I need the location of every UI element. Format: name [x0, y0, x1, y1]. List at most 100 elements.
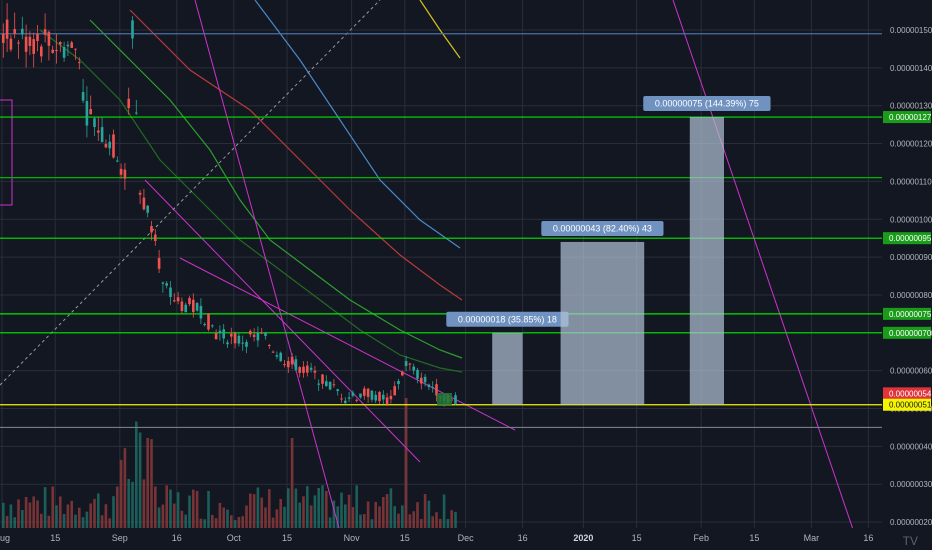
time-tick-label: Mar: [804, 533, 820, 543]
candle: [199, 305, 203, 319]
candle: [344, 400, 347, 404]
candle: [112, 134, 115, 158]
volume-bar: [66, 504, 70, 528]
time-tick-label: Nov: [344, 533, 361, 543]
brand-logo[interactable]: TV: [902, 534, 918, 548]
candle: [397, 380, 400, 385]
volume-bar: [450, 510, 453, 528]
volume-bar: [138, 432, 142, 528]
candle: [157, 257, 161, 269]
volume-bar: [62, 514, 66, 528]
price-tick-label: 0.00000090: [890, 253, 932, 262]
candle: [283, 364, 286, 366]
volume-bar: [230, 515, 233, 528]
volume-bar: [112, 496, 115, 528]
volume-bar: [36, 500, 39, 528]
price-axis: [882, 0, 932, 550]
volume-bar: [21, 510, 24, 528]
volume-bar: [359, 514, 362, 528]
volume-bar: [146, 438, 149, 528]
volume-bar: [332, 500, 336, 528]
volume-bar: [97, 493, 100, 528]
time-tick-label: 16: [172, 533, 182, 543]
price-tag-label: 0.00000095: [889, 234, 932, 243]
volume-bar: [237, 516, 241, 528]
time-tick-label: 15: [632, 533, 642, 543]
candle: [131, 20, 134, 39]
volume-bar: [378, 506, 381, 528]
candle: [325, 381, 328, 387]
volume-bar: [93, 498, 96, 528]
price-tick-label: 0.00000020: [890, 518, 932, 527]
target-callout-label: 0.00000075 (144.39%) 75: [655, 99, 759, 109]
candle: [142, 197, 146, 210]
volume-bar: [249, 493, 252, 528]
volume-bar: [268, 489, 271, 528]
candle: [287, 361, 290, 368]
candle: [313, 370, 317, 373]
candle: [385, 397, 389, 405]
volume-bar: [431, 516, 434, 528]
candle: [389, 395, 393, 400]
volume-bar: [192, 489, 195, 528]
candle: [317, 383, 320, 385]
volume-bar: [252, 494, 256, 528]
time-tick-label: 16: [863, 533, 873, 543]
candle: [5, 19, 9, 39]
volume-bar: [9, 504, 13, 528]
target-callout: [643, 96, 771, 112]
volume-bar: [454, 511, 457, 528]
volume-bar: [363, 514, 366, 528]
volume-bar: [55, 505, 58, 528]
volume-bar: [344, 504, 347, 528]
volume-bar: [127, 478, 130, 528]
time-tick-label: Sep: [112, 533, 128, 543]
dashed-trendline: [0, 0, 381, 386]
candle: [366, 388, 370, 397]
candle: [363, 388, 366, 396]
candle: [188, 297, 191, 305]
volume-bar: [43, 487, 47, 528]
candle: [420, 377, 423, 384]
volume-bar: [207, 490, 210, 528]
moving-average-yellow: [419, 0, 461, 59]
volume-bar: [89, 503, 92, 528]
candle: [427, 384, 431, 388]
candle: [17, 42, 20, 44]
candle: [51, 49, 54, 53]
candle: [306, 365, 309, 373]
candle: [454, 395, 457, 404]
volume-bar: [123, 448, 127, 528]
volume-bar: [325, 490, 328, 528]
volume-bar: [157, 507, 161, 528]
volume-bar: [184, 514, 187, 528]
candle: [2, 34, 5, 43]
time-tick-label: Feb: [693, 533, 709, 543]
candle: [116, 160, 119, 162]
volume-bar: [135, 421, 138, 528]
candle: [40, 46, 43, 57]
candle: [256, 332, 260, 341]
price-tag: [883, 232, 931, 245]
price-tick-label: 0.00000030: [890, 480, 932, 489]
volume-bar: [355, 485, 358, 528]
candle: [412, 366, 415, 371]
volume-bar: [446, 518, 450, 528]
volume-bar: [85, 511, 89, 528]
volume-bar: [161, 504, 165, 528]
volume-bar: [28, 502, 32, 528]
volume-bar: [374, 501, 377, 528]
volume-bar: [100, 515, 104, 528]
price-tick-label: 0.00000140: [890, 64, 932, 73]
volume-bar: [397, 513, 400, 528]
volume-bar: [275, 509, 279, 528]
price-tag: [883, 111, 931, 124]
time-axis: [0, 528, 882, 550]
moving-average-blue: [254, 0, 461, 249]
candle: [135, 112, 138, 114]
volume-bar: [214, 518, 218, 528]
candle: [43, 29, 47, 35]
volume-bar: [328, 517, 332, 528]
price-tick-label: 0.00000100: [890, 215, 932, 224]
